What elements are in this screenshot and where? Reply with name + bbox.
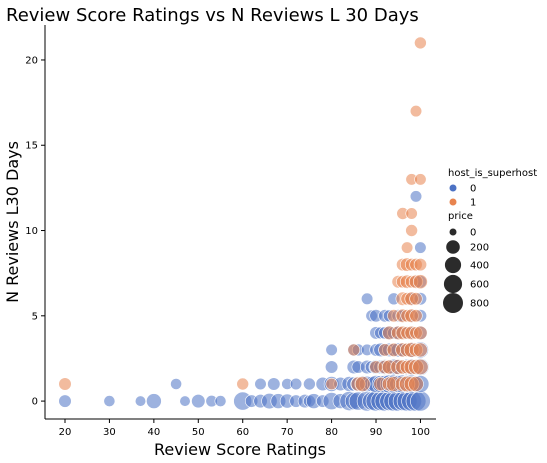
x-tick-label: 30 xyxy=(103,427,116,438)
point-superhost-0 xyxy=(325,343,338,357)
legend-size-label: 200 xyxy=(470,243,489,254)
y-ticks: 0 5 10 15 20 xyxy=(25,55,45,408)
legend-hue-title: host_is_superhost xyxy=(448,168,537,179)
point-superhost-0 xyxy=(58,394,72,408)
point-superhost-1 xyxy=(412,274,428,290)
legend: host_is_superhost price 0 1 0 200 400 600 800 xyxy=(443,168,537,313)
point-superhost-0 xyxy=(134,395,147,407)
x-tick-label: 40 xyxy=(147,427,160,438)
point-superhost-0 xyxy=(414,241,427,254)
point-superhost-0 xyxy=(179,395,191,407)
legend-hue-marker xyxy=(449,198,457,206)
x-tick-label: 70 xyxy=(281,427,294,438)
legend-size-marker xyxy=(449,228,457,236)
x-tick-label: 100 xyxy=(411,427,430,438)
legend-size-label: 400 xyxy=(470,261,489,272)
y-axis-label: N Reviews L30 Days xyxy=(3,141,22,303)
y-tick-label: 15 xyxy=(25,141,38,152)
legend-hue-marker xyxy=(449,184,457,192)
point-superhost-1 xyxy=(414,36,427,50)
point-superhost-0 xyxy=(103,395,116,407)
point-superhost-0 xyxy=(361,292,374,305)
point-superhost-1 xyxy=(414,173,427,186)
chart-title: Review Score Ratings vs N Reviews L 30 D… xyxy=(6,5,419,26)
x-ticks: 20 30 40 50 60 70 80 90 100 xyxy=(59,419,430,438)
x-tick-label: 20 xyxy=(59,427,72,438)
x-tick-label: 60 xyxy=(236,427,249,438)
point-superhost-1 xyxy=(408,376,424,392)
point-superhost-1 xyxy=(409,104,423,118)
point-superhost-1 xyxy=(354,376,371,392)
point-superhost-0 xyxy=(267,377,281,391)
point-superhost-1 xyxy=(413,325,428,341)
point-superhost-0 xyxy=(289,377,303,391)
points-layer xyxy=(58,36,431,412)
point-superhost-1 xyxy=(405,224,418,237)
point-superhost-0 xyxy=(214,395,227,407)
point-superhost-0 xyxy=(303,377,316,391)
legend-size-label: 600 xyxy=(470,280,489,291)
point-superhost-1 xyxy=(325,377,338,391)
point-superhost-1 xyxy=(412,358,429,376)
y-tick-label: 5 xyxy=(32,311,38,322)
y-tick-label: 20 xyxy=(25,55,38,66)
point-superhost-0 xyxy=(325,360,339,374)
point-superhost-0 xyxy=(191,394,206,409)
legend-size-marker xyxy=(443,293,463,313)
point-superhost-0 xyxy=(146,393,162,409)
y-tick-label: 0 xyxy=(32,397,38,408)
point-superhost-0 xyxy=(409,190,423,203)
legend-size-label: 0 xyxy=(470,228,476,239)
legend-hue-label: 0 xyxy=(470,184,476,195)
point-superhost-0 xyxy=(254,377,267,391)
x-tick-label: 80 xyxy=(325,427,338,438)
point-superhost-1 xyxy=(412,342,428,358)
point-superhost-1 xyxy=(413,258,428,272)
legend-size-marker xyxy=(443,274,463,294)
y-tick-label: 10 xyxy=(25,226,38,237)
legend-size-label: 800 xyxy=(470,299,489,310)
point-superhost-0 xyxy=(170,378,182,390)
point-superhost-1 xyxy=(409,292,423,306)
x-axis-label: Review Score Ratings xyxy=(154,440,326,459)
x-tick-label: 50 xyxy=(192,427,205,438)
point-superhost-1 xyxy=(405,207,418,220)
legend-size-title: price xyxy=(448,211,473,222)
legend-size-marker xyxy=(444,256,462,274)
legend-size-marker xyxy=(446,240,460,254)
x-tick-label: 90 xyxy=(370,427,383,438)
point-superhost-1 xyxy=(409,309,423,323)
point-superhost-1 xyxy=(347,343,361,357)
point-superhost-0 xyxy=(410,390,431,412)
point-superhost-1 xyxy=(236,377,249,391)
legend-hue-label: 1 xyxy=(470,198,476,209)
point-superhost-1 xyxy=(401,241,414,254)
point-superhost-1 xyxy=(58,377,72,391)
